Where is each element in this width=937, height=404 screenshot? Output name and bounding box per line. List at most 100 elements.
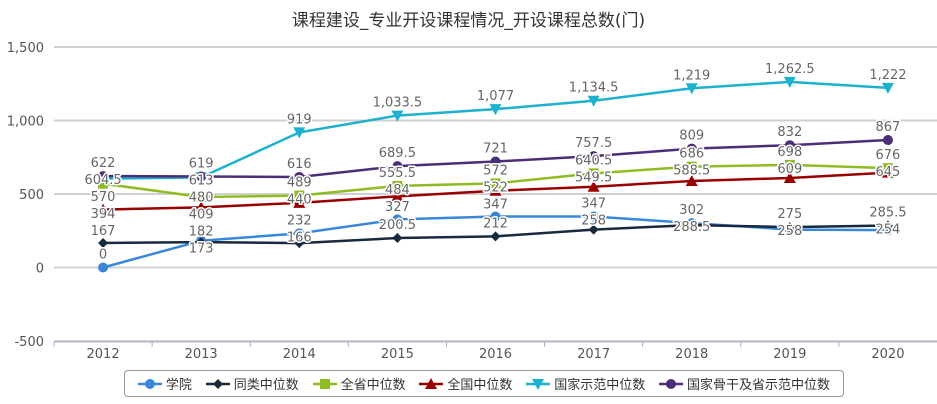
data-point <box>882 135 893 146</box>
legend-label: 国家示范中位数 <box>554 378 646 393</box>
data-point <box>686 143 697 154</box>
data-label: 302 <box>679 203 704 218</box>
y-tick-label: 1,500 <box>7 41 44 56</box>
y-tick-label: -500 <box>14 335 44 350</box>
data-point <box>98 237 109 248</box>
data-label: 232 <box>287 213 312 228</box>
data-point <box>196 191 207 202</box>
data-label: 1,033.5 <box>373 96 423 111</box>
data-label: 686 <box>679 147 704 162</box>
x-tick-label: 2019 <box>773 347 806 362</box>
data-point <box>97 203 110 215</box>
data-point <box>881 166 894 178</box>
y-tick-label: 1,000 <box>7 115 44 130</box>
data-label: 809 <box>679 129 704 144</box>
legend-item[interactable]: 全省中位数 <box>312 374 406 393</box>
legend-item[interactable]: 同类中位数 <box>205 374 299 393</box>
data-label: 609 <box>777 162 802 177</box>
data-point <box>784 159 795 170</box>
data-label: 0 <box>99 248 107 263</box>
data-label: 570 <box>91 190 116 205</box>
data-point <box>490 156 501 167</box>
data-point <box>391 190 404 202</box>
legend-marker-icon <box>659 378 684 389</box>
data-label: 867 <box>876 120 901 135</box>
legend-marker-icon <box>205 378 230 389</box>
data-point <box>392 180 403 191</box>
data-label: 167 <box>91 224 116 239</box>
x-tick-label: 2014 <box>283 347 316 362</box>
data-point <box>784 222 795 233</box>
data-point <box>98 262 109 273</box>
data-label: 258 <box>581 213 606 228</box>
data-label: 1,219 <box>673 68 710 83</box>
data-point <box>391 110 404 122</box>
legend-item[interactable]: 学院 <box>137 374 192 393</box>
data-label: 182 <box>189 225 214 240</box>
data-point <box>293 127 306 139</box>
data-point <box>294 238 305 249</box>
y-tick-label: 0 <box>36 262 44 277</box>
data-label: 549.5 <box>575 170 612 185</box>
data-label: 757.5 <box>575 136 612 151</box>
data-point <box>489 104 502 116</box>
data-label: 254 <box>876 223 901 238</box>
data-point <box>490 178 501 189</box>
data-label: 480 <box>189 191 214 206</box>
data-label: 588.5 <box>673 164 710 179</box>
data-point <box>195 201 208 213</box>
data-label: 484 <box>385 183 410 198</box>
legend-label: 国家骨干及省示范中位数 <box>687 378 831 393</box>
data-label: 522 <box>483 180 508 195</box>
data-point <box>686 220 697 231</box>
data-point <box>98 171 109 182</box>
data-point <box>196 171 207 182</box>
data-label: 616 <box>287 157 312 172</box>
data-label: 613 <box>189 174 214 189</box>
data-label: 258 <box>777 224 802 239</box>
legend-label: 全国中位数 <box>447 378 513 393</box>
legend-item[interactable]: 国家示范中位数 <box>526 374 645 393</box>
data-label: 622 <box>91 156 116 171</box>
data-point <box>294 228 305 239</box>
legend-label: 同类中位数 <box>233 378 299 393</box>
data-label: 721 <box>483 142 508 157</box>
data-point <box>685 174 698 186</box>
data-label: 1,262.5 <box>765 62 815 77</box>
data-label: 327 <box>385 200 410 215</box>
data-point <box>294 171 305 182</box>
data-point <box>587 180 600 192</box>
data-label: 166 <box>287 230 312 245</box>
data-point <box>489 184 502 196</box>
data-label: 572 <box>483 163 508 178</box>
data-point <box>293 196 306 208</box>
data-label: 619 <box>189 157 214 172</box>
x-tick-label: 2013 <box>185 347 218 362</box>
data-label: 645 <box>876 165 901 180</box>
data-point <box>588 151 599 162</box>
data-label: 676 <box>876 148 901 163</box>
data-label: 347 <box>483 197 508 212</box>
data-label: 1,222 <box>869 68 906 83</box>
data-label: 440 <box>287 193 312 208</box>
data-point <box>783 171 796 183</box>
legend-label: 学院 <box>165 378 192 393</box>
data-point <box>587 95 600 107</box>
x-tick-label: 2017 <box>577 347 610 362</box>
data-label: 200.5 <box>379 218 416 233</box>
data-point <box>882 220 893 231</box>
x-tick-label: 2015 <box>381 347 414 362</box>
legend-item[interactable]: 国家骨干及省示范中位数 <box>659 374 830 393</box>
legend-marker-icon <box>419 377 444 389</box>
data-label: 1,077 <box>477 89 514 104</box>
data-point <box>392 233 403 244</box>
data-label: 275 <box>777 207 802 222</box>
chart-title: 课程建设_专业开设课程情况_开设课程总数(门) <box>291 11 646 31</box>
data-point <box>783 76 796 88</box>
data-label: 409 <box>189 208 214 223</box>
legend-item[interactable]: 全国中位数 <box>419 374 512 393</box>
data-label: 832 <box>777 125 802 140</box>
x-tick-label: 2018 <box>675 347 708 362</box>
legend-marker-icon <box>312 378 337 389</box>
